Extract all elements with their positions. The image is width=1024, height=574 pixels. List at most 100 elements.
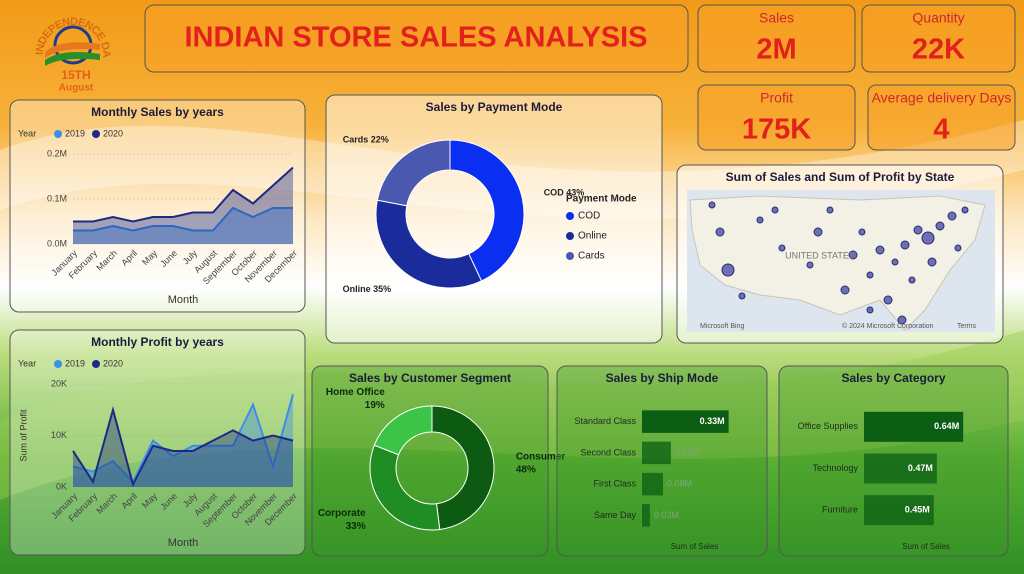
donut-slice: [375, 199, 483, 289]
map-marker: [954, 244, 962, 252]
legend-label: COD: [578, 211, 600, 222]
series-area: [73, 394, 293, 487]
chart-title: Sales by Ship Mode: [606, 371, 719, 385]
kpi-label: Profit: [760, 90, 793, 106]
y-tick-label: Office Supplies: [798, 421, 859, 431]
kpi-card: [861, 4, 1016, 73]
map-marker: [927, 257, 937, 267]
data-label: 33%: [346, 521, 366, 532]
y-tick-label: Furniture: [822, 505, 858, 515]
kpi-card: [697, 4, 856, 73]
y-tick-label: Technology: [812, 463, 858, 473]
x-axis-title: Sum of Sales: [671, 542, 719, 551]
map-marker: [771, 206, 779, 214]
map-marker: [961, 206, 969, 214]
bar: [642, 504, 650, 527]
data-label: 0.08M: [667, 479, 692, 489]
map-marker: [947, 211, 957, 221]
data-label: 0.64M: [934, 421, 959, 431]
chart-title: Monthly Profit by years: [91, 335, 224, 349]
legend-label: Cards: [578, 251, 605, 262]
series-line: [73, 206, 293, 232]
data-label: Cards 22%: [343, 134, 389, 144]
map-marker: [806, 261, 814, 269]
logo-month: August: [59, 83, 94, 94]
kpi-label: Sales: [759, 10, 794, 26]
map-marker: [813, 227, 823, 237]
map-country: UNITED STATES: [785, 250, 855, 260]
wave: [0, 330, 1024, 500]
flag-stripe: [45, 52, 100, 66]
map-copyright: © 2024 Microsoft Corporation: [842, 322, 934, 330]
logo-date: 15TH: [61, 68, 90, 82]
y-tick-label: 20K: [51, 378, 67, 388]
donut-slice: [449, 139, 525, 282]
bar: [642, 441, 671, 465]
legend-title: Year: [18, 358, 36, 368]
map-marker: [891, 258, 899, 266]
series-line: [72, 405, 294, 488]
panel: [9, 329, 306, 556]
data-label-category: Home Office: [326, 387, 385, 398]
data-label: 0.03M: [654, 510, 679, 520]
kpi-value: 175K: [742, 114, 811, 146]
map-marker: [840, 285, 850, 295]
map-marker: [715, 227, 725, 237]
map-marker: [875, 245, 885, 255]
data-label: 0.11M: [675, 447, 699, 457]
map-provider: Microsoft Bing: [700, 323, 744, 330]
y-tick-label: 0.2M: [47, 148, 67, 158]
kpi-value: 2M: [756, 34, 796, 66]
series-line: [73, 166, 294, 223]
donut-slice: [431, 405, 495, 531]
data-label: 0.47M: [908, 463, 933, 473]
legend-label: 2019: [65, 358, 85, 368]
legend-label: 2019: [65, 128, 85, 138]
legend-marker: [54, 360, 62, 368]
title-box: [144, 4, 689, 73]
chart-title: Sales by Category: [841, 371, 945, 385]
panel: [311, 365, 549, 557]
x-axis-title: Sum of Sales: [902, 542, 950, 551]
data-label-category: Corporate: [318, 508, 366, 519]
map-marker: [708, 201, 716, 209]
legend-marker: [54, 130, 62, 138]
map-marker: [756, 216, 764, 224]
series-area: [73, 167, 293, 244]
data-label: 0.33M: [700, 416, 725, 426]
map-marker: [913, 225, 923, 235]
map-marker: [866, 271, 874, 279]
kpi-value: 22K: [912, 34, 965, 66]
kpi-label: Average delivery Days: [872, 90, 1012, 106]
kpi-label: Quantity: [912, 10, 964, 26]
kpi-value: 4: [933, 114, 949, 146]
series-area: [73, 208, 293, 244]
legend-label: Online: [578, 231, 607, 242]
y-tick-label: Standard Class: [574, 416, 636, 426]
chart-title: Sales by Customer Segment: [349, 371, 511, 385]
data-label: COD 43%: [544, 187, 585, 197]
map-marker: [883, 295, 893, 305]
bar: [642, 410, 729, 433]
map-marker: [738, 292, 746, 300]
kpi-card: [867, 84, 1016, 151]
map-title: Sum of Sales and Sum of Profit by State: [726, 170, 955, 184]
kpi-card: [697, 84, 856, 151]
y-tick-label: Second Class: [580, 447, 636, 457]
map-terms: Terms: [957, 323, 977, 330]
map-marker: [778, 244, 786, 252]
legend-marker: [566, 212, 574, 220]
data-label: 48%: [516, 464, 536, 475]
y-tick-label: 10K: [51, 430, 67, 440]
y-tick-label: First Class: [594, 479, 637, 489]
y-tick-label: 0.0M: [47, 238, 67, 248]
map-marker: [826, 206, 834, 214]
map-marker: [921, 231, 935, 245]
y-axis-title: Sum of Profit: [18, 409, 28, 462]
data-label: 0.45M: [905, 505, 930, 515]
x-axis-title: Month: [168, 537, 199, 549]
legend-marker: [92, 130, 100, 138]
chart-title: Sales by Payment Mode: [426, 100, 563, 114]
donut-slice: [376, 139, 451, 207]
panel: [9, 99, 306, 313]
